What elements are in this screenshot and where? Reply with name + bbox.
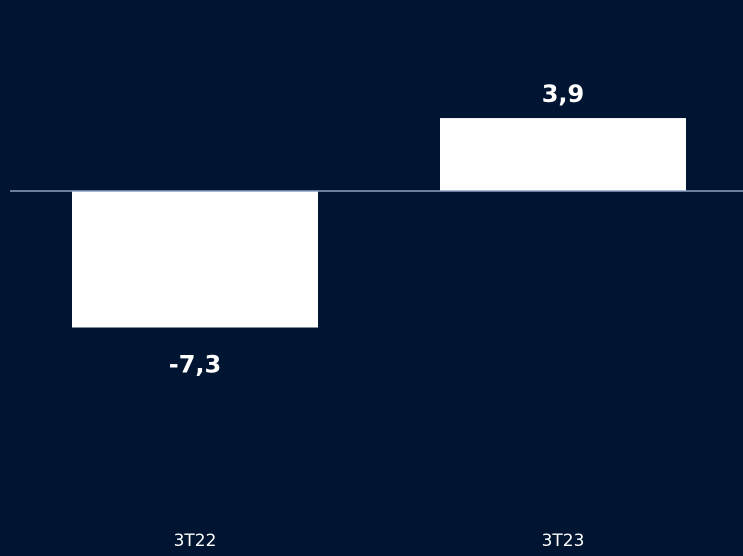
- category-label-3T22: 3T22: [174, 531, 217, 551]
- bars-group: [72, 118, 686, 328]
- bar-3T23: [440, 118, 686, 191]
- category-label-3T23: 3T23: [542, 531, 585, 551]
- category-labels-group: 3T22 3T23: [174, 531, 585, 551]
- value-label-3T22: -7,3: [169, 351, 221, 379]
- value-label-3T23: 3,9: [542, 80, 585, 108]
- value-labels-group: -7,3 3,9: [169, 80, 585, 378]
- bar-3T22: [72, 191, 318, 328]
